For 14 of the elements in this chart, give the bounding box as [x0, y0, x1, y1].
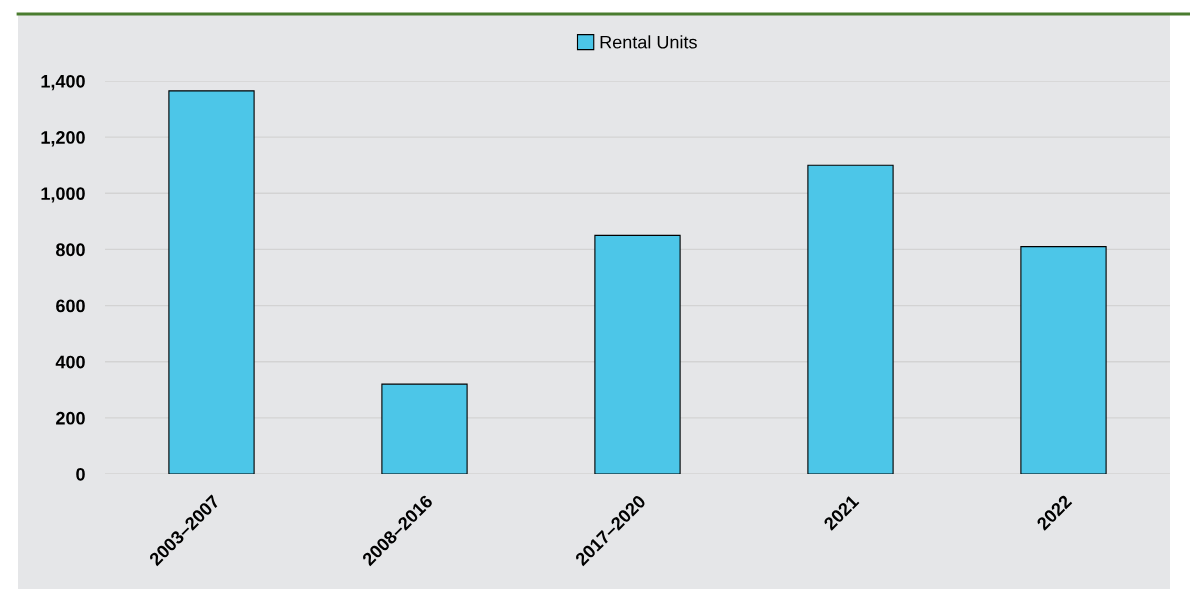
y-tick-label: 800: [56, 243, 85, 257]
y-tick-label: 200: [56, 411, 85, 425]
y-tick-label: 1,400: [41, 74, 85, 91]
y-tick-label: 1,000: [41, 187, 85, 203]
y-tick-label: 600: [56, 299, 85, 313]
bar: [1020, 246, 1107, 474]
bar: [168, 90, 255, 474]
y-tick-label: 0: [76, 467, 85, 481]
bar: [594, 234, 681, 474]
y-tick-label: 400: [55, 355, 85, 369]
bar: [807, 164, 894, 474]
bar: [381, 383, 468, 474]
legend-label: Rental Units: [600, 35, 697, 49]
y-tick-label: 1,200: [41, 131, 85, 147]
